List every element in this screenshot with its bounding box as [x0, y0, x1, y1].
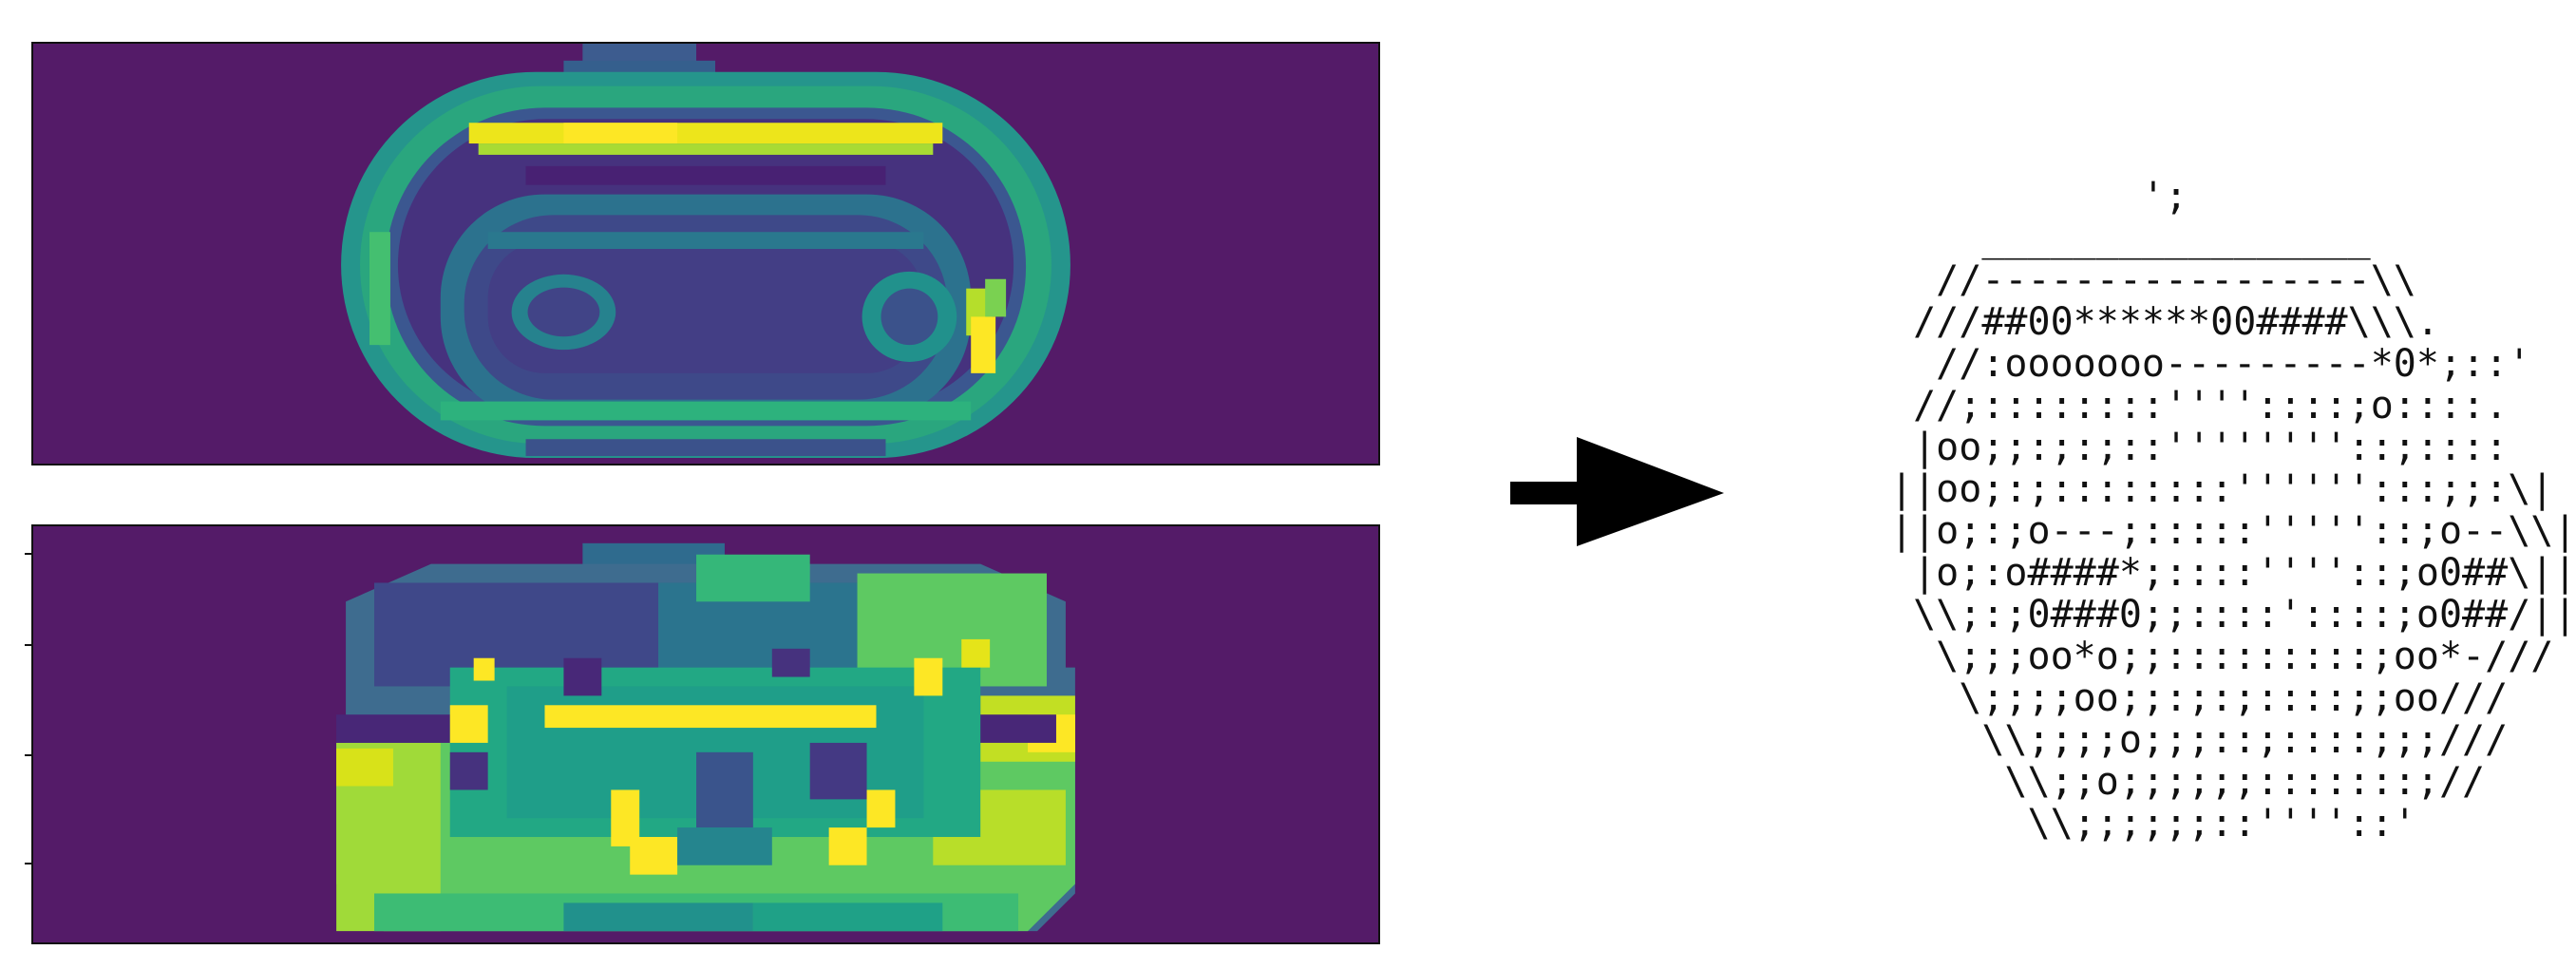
- ascii-art-line: |o;:o####*;::::''''::;o0##\||: [1890, 551, 2576, 595]
- ascii-art-line: ';: [1890, 175, 2188, 218]
- ascii-art-line: |oo;;:;:;::''''''''::;::::: [1890, 426, 2509, 469]
- axis-tick: [25, 863, 31, 864]
- ascii-art-line: \\;;;;o;;;::;::::;;;///: [1890, 718, 2509, 762]
- ascii-art-line: \\;:;0###0;;::::'::::;o0##/||: [1890, 593, 2576, 636]
- reconstruction-heatmap: [31, 42, 1380, 466]
- phase-heatmap-image: [33, 526, 1378, 942]
- ascii-art-line: ||o;:;o---;:::::'''''::;o--\\|: [1890, 509, 2576, 553]
- phase-heatmap: [31, 524, 1380, 944]
- ascii-art-line: //:ooooooo---------*0*;::': [1890, 342, 2531, 386]
- ascii-art-line: //;::::::::''''::::;o::::.: [1890, 384, 2509, 428]
- ascii-art-line: _________________: [1890, 217, 2371, 260]
- ascii-art-line: //-----------------\\: [1890, 258, 2416, 302]
- ascii-art-line: ||oo;:;::::::::'''''':::;;:\|: [1890, 467, 2554, 511]
- axis-tick: [25, 754, 31, 756]
- ascii-art-line: \\;;;;;;::''''::': [1890, 802, 2416, 846]
- reconstruction-heatmap-image: [33, 44, 1378, 464]
- ascii-art-output: '; _________________ //-----------------…: [1890, 176, 2576, 845]
- ascii-art-line: \;;;;oo;;:;:;::::;;oo///: [1890, 676, 2509, 720]
- axis-tick: [25, 553, 31, 555]
- ascii-art-line: \\;;o;;;;;;:::::::;//: [1890, 760, 2486, 804]
- axis-tick: [25, 644, 31, 646]
- right-arrow-icon: [1510, 437, 1724, 546]
- ascii-art-line: ///##00******00####\\\.: [1890, 300, 2439, 344]
- ascii-art-line: \;;;oo*o;;:::::::::;oo*-///: [1890, 635, 2554, 678]
